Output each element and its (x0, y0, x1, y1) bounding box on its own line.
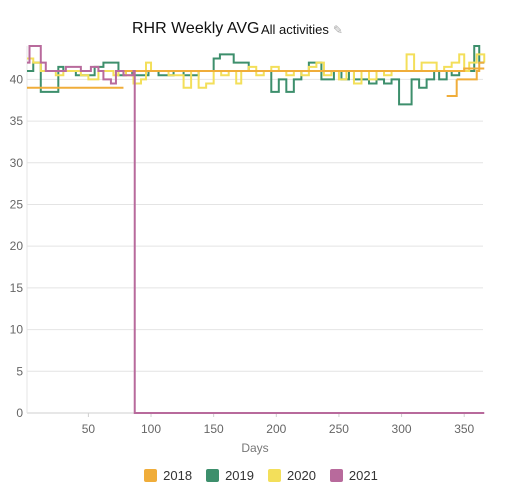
x-tick-label: 250 (329, 422, 349, 436)
chart-legend: 2018 2019 2020 2021 (0, 468, 522, 483)
x-tick-label: 150 (204, 422, 224, 436)
legend-swatch (329, 469, 343, 482)
legend-swatch (206, 469, 220, 482)
chart-title: RHR Weekly AVG (132, 20, 260, 37)
legend-label: 2018 (163, 468, 193, 483)
series-line-2018 (456, 61, 485, 81)
y-tick-label: 40 (10, 72, 24, 86)
x-axis-label: Days (241, 441, 268, 455)
legend-item-2018[interactable]: 2018 (144, 468, 192, 483)
x-tick-label: 300 (392, 422, 412, 436)
legend-label: 2019 (225, 468, 254, 483)
x-tick-label: 100 (141, 422, 161, 436)
legend-item-2020[interactable]: 2020 (268, 468, 316, 483)
series-line-2018 (446, 79, 458, 98)
legend-label: 2021 (348, 468, 378, 483)
y-tick-label: 30 (10, 156, 24, 170)
y-tick-label: 15 (10, 281, 24, 295)
y-tick-label: 25 (10, 197, 24, 211)
legend-label: 2020 (287, 468, 316, 483)
chart-header: RHR Weekly AVG All activities ✎ (0, 20, 522, 44)
x-tick-label: 50 (82, 422, 96, 436)
legend-swatch (268, 469, 281, 482)
legend-swatch (144, 469, 158, 482)
x-tick-label: 200 (266, 422, 286, 436)
series-line-2018 (123, 67, 485, 73)
series-line-2021 (27, 45, 485, 414)
pencil-icon[interactable]: ✎ (332, 23, 343, 37)
activity-filter-label: All activities (261, 22, 329, 37)
activity-filter-button[interactable]: All activities ✎ (261, 22, 343, 37)
series-line-2019 (27, 45, 485, 106)
y-tick-label: 5 (16, 364, 23, 378)
y-tick-label: 35 (10, 114, 24, 128)
y-tick-label: 10 (10, 323, 24, 337)
legend-item-2021[interactable]: 2021 (329, 468, 378, 483)
rhr-line-chart: 0 5 10 15 20 25 30 35 40 50 100 150 200 250 300 350 Days (10, 45, 486, 455)
y-tick-label: 0 (16, 406, 23, 420)
x-tick-label: 350 (454, 422, 474, 436)
legend-item-2019[interactable]: 2019 (206, 468, 254, 483)
y-tick-label: 20 (10, 239, 24, 253)
